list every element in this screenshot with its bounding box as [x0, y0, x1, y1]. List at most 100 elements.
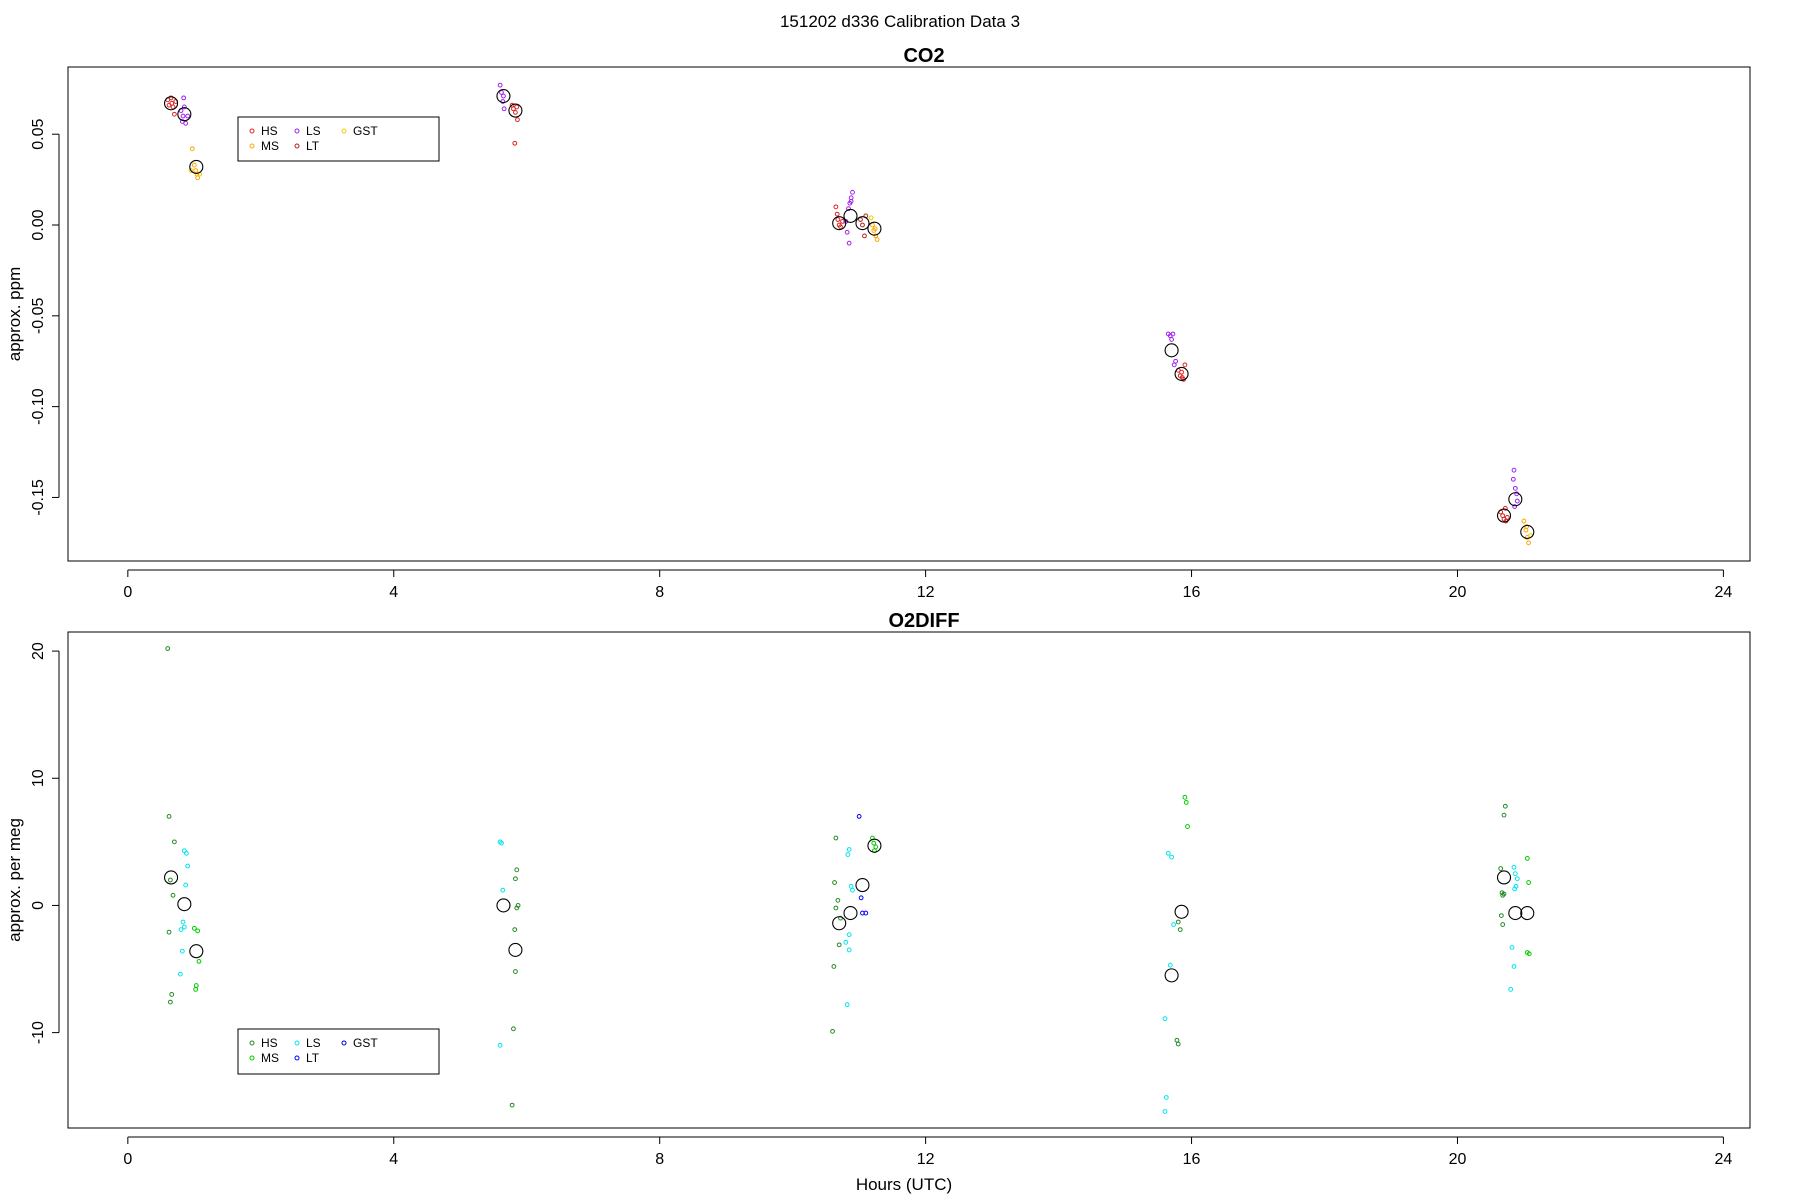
mean-marker [1164, 343, 1179, 358]
x-tick-label: 0 [123, 584, 132, 601]
mean-marker [1164, 968, 1179, 983]
ls-point [183, 850, 189, 856]
legend-label: MS [261, 139, 279, 153]
ms-point [1185, 824, 1190, 829]
hs-point [511, 1026, 516, 1032]
o2diff-y-axis: 20 10 0 -10 [30, 642, 60, 1044]
x-tick-label: 0 [123, 1151, 132, 1168]
legend-label: MS [261, 1051, 279, 1065]
y-tick-label: -0.15 [30, 479, 47, 516]
x-tick-label: 24 [1715, 1151, 1733, 1168]
mean-marker [843, 906, 858, 921]
ls-point [1512, 485, 1518, 491]
ls-point [1165, 850, 1171, 856]
co2-legend-box [237, 116, 440, 162]
hs-point [835, 217, 841, 222]
ms-point [873, 844, 879, 850]
hs-point [833, 204, 839, 210]
legend-label: LT [306, 139, 320, 153]
lt-point [856, 814, 862, 819]
hs-point [832, 880, 837, 885]
hs-point [170, 892, 176, 898]
hs-point [1179, 369, 1184, 375]
legend-label: LS [306, 1036, 321, 1050]
gst-point [188, 168, 194, 173]
mean-marker [177, 107, 192, 122]
ls-point [178, 927, 184, 932]
x-tick-label: 24 [1715, 584, 1733, 601]
hs-point [1179, 375, 1185, 380]
hs-point [166, 929, 172, 935]
ls-point [1511, 964, 1517, 969]
mean-marker [163, 870, 179, 885]
hs-point [512, 140, 518, 146]
x-tick-label: 4 [389, 584, 398, 601]
ls-point [1169, 854, 1175, 860]
hs-point [168, 95, 174, 101]
hs-point [1501, 891, 1507, 897]
y-tick-label: 0.05 [30, 119, 47, 150]
ms-point [1182, 794, 1188, 800]
hs-point [1502, 505, 1508, 511]
x-axis-title: Hours (UTC) [856, 1175, 952, 1194]
co2-panel: CO2 approx. ppm 0 4 8 12 16 20 24 0.05 0.00 -0.0… [5, 45, 1751, 601]
y-tick-label: 0.00 [30, 209, 47, 240]
co2-points [163, 82, 1535, 546]
mean-marker [843, 208, 858, 223]
ls-point [1162, 1109, 1168, 1114]
hs-point [836, 942, 842, 948]
mean-marker [496, 898, 511, 913]
lt-point [858, 217, 863, 222]
ls-point [181, 95, 187, 101]
hs-point [509, 1102, 515, 1108]
ls-point [848, 883, 854, 889]
o2diff-panel: O2DIFF approx. per meg Hours (UTC) 0 4 8 12… [5, 610, 1751, 1194]
ls-point [497, 82, 503, 88]
legend-label: GST [353, 124, 378, 138]
hs-point [513, 969, 518, 974]
ms-point [874, 237, 880, 242]
ms-point [870, 222, 875, 228]
hs-point [515, 117, 520, 123]
mean-marker [1496, 870, 1512, 885]
ls-point [1162, 1016, 1168, 1022]
ms-point [191, 925, 197, 931]
ls-point [499, 840, 504, 846]
ls-point [1163, 1095, 1169, 1100]
ms-point [1521, 518, 1527, 524]
suptitle: 151202 d336 Calibration Data 3 [780, 12, 1020, 31]
o2diff-plot-frame [67, 631, 1751, 1129]
hs-point [1182, 362, 1188, 368]
ls-point [1514, 876, 1520, 882]
mean-marker [867, 838, 882, 853]
ls-point [846, 947, 852, 953]
ls-point [177, 971, 183, 977]
mean-marker [1520, 524, 1535, 539]
ls-point [497, 1042, 503, 1048]
hs-point [1175, 1041, 1181, 1047]
legend-marker [294, 1040, 300, 1046]
hs-point [1501, 812, 1507, 818]
ls-point [1512, 504, 1518, 509]
ms-point [1183, 800, 1189, 805]
ls-point [181, 924, 187, 930]
hs-point [834, 211, 840, 217]
hs-point [1174, 1037, 1180, 1043]
ls-point [179, 948, 185, 954]
hs-point [1177, 927, 1183, 932]
y-tick-label: 20 [30, 642, 47, 660]
mean-marker [855, 878, 870, 893]
hs-point [1498, 866, 1504, 871]
y-tick-label: 10 [30, 769, 47, 787]
legend-marker [249, 128, 255, 134]
x-tick-label: 8 [655, 1151, 664, 1168]
ls-point [1170, 331, 1176, 337]
x-tick-label: 12 [917, 584, 935, 601]
y-tick-label: -0.05 [30, 297, 47, 334]
legend-marker [341, 128, 347, 134]
mean-marker [1174, 366, 1189, 381]
legend-marker [249, 1055, 255, 1061]
hs-point [171, 111, 177, 117]
legend-marker [294, 143, 300, 149]
